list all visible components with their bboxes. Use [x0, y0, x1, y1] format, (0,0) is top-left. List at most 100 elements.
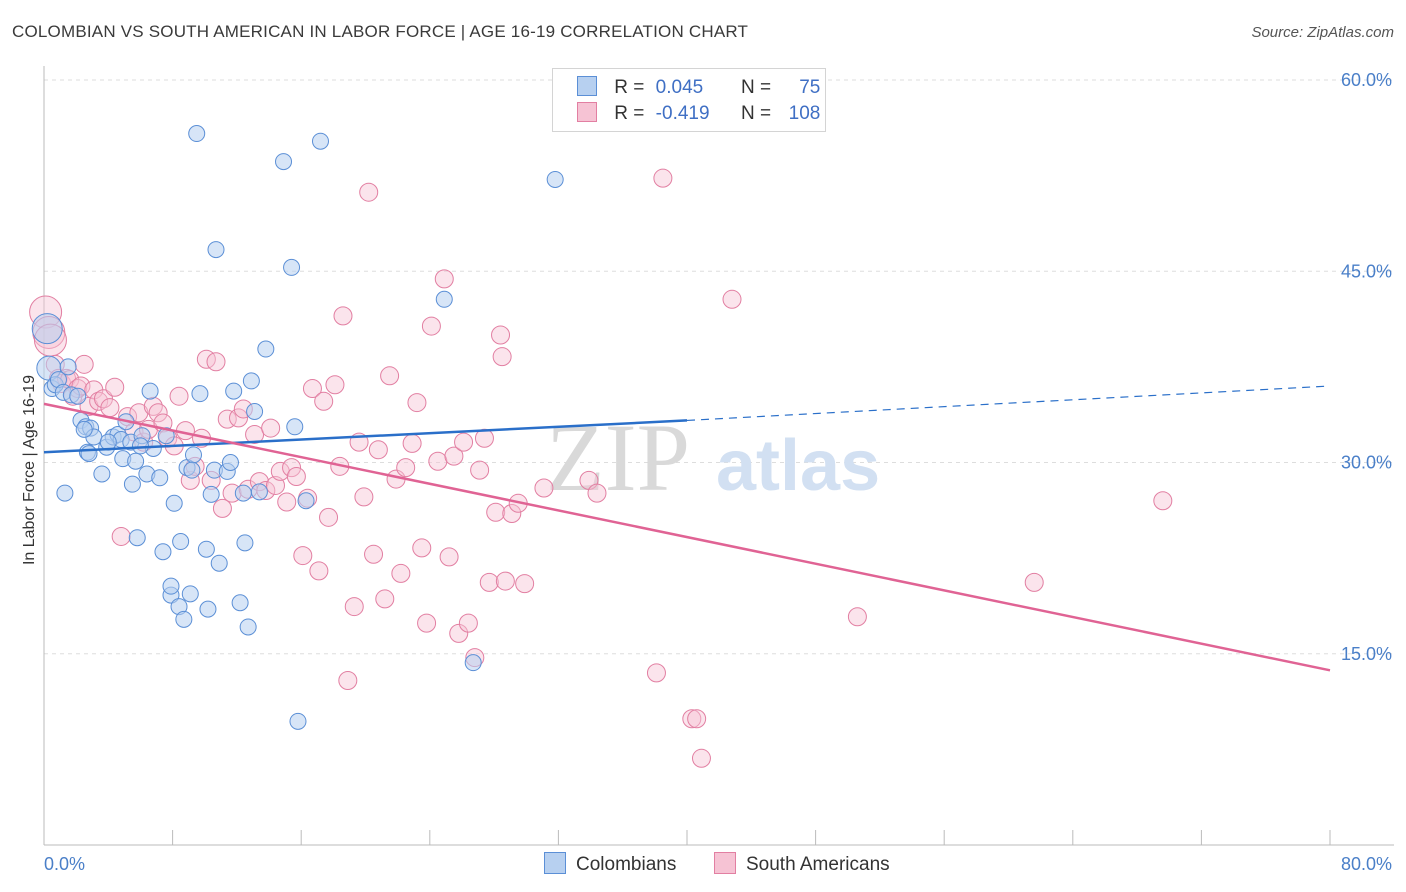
colombians-point	[131, 437, 149, 455]
legend-row-colombians: R = 0.045 N = 75	[577, 76, 820, 100]
y-tick-label: 60.0%	[1341, 70, 1392, 90]
watermark-atlas: atlas	[716, 426, 880, 506]
colombians-point	[165, 494, 183, 512]
n-label: N =	[740, 103, 772, 124]
colombians-point	[546, 170, 564, 188]
colombians-point	[123, 475, 141, 493]
colombians-point	[127, 452, 145, 470]
south-americans-point	[148, 403, 168, 423]
south-americans-point	[74, 354, 94, 374]
south-americans-trend-line	[43, 402, 1331, 672]
south-americans-point	[169, 386, 189, 406]
trend-lines	[43, 385, 1331, 672]
south-americans-point	[492, 347, 512, 367]
colombians-point	[207, 241, 225, 259]
colombians-point	[175, 610, 193, 628]
south-americans-point	[439, 547, 459, 567]
colombians-point	[275, 153, 293, 171]
south-americans-point	[486, 502, 506, 522]
south-americans-point	[375, 589, 395, 609]
colombians-swatch	[544, 852, 566, 874]
south-americans-point	[687, 709, 707, 729]
r-value: 0.045	[655, 77, 704, 98]
legend-colombians[interactable]: Colombians	[544, 852, 676, 876]
watermark-zip: ZIP	[546, 404, 690, 511]
legend-south-americans[interactable]: South Americans	[714, 852, 890, 876]
colombians-point	[141, 382, 159, 400]
chart-title: COLOMBIAN VS SOUTH AMERICAN IN LABOR FOR…	[12, 22, 749, 41]
colombians-point	[188, 125, 206, 143]
colombians-point	[93, 465, 111, 483]
r-label: R =	[614, 103, 645, 124]
south-americans-point	[454, 432, 474, 452]
south-americans-point	[470, 460, 490, 480]
south-americans-point	[412, 538, 432, 558]
south-americans-point	[89, 391, 109, 411]
stats-legend: R = 0.045 N = 75 R = -0.419 N = 108	[552, 68, 826, 132]
colombians-point	[202, 485, 220, 503]
colombians-point	[225, 382, 243, 400]
south-americans-point	[417, 613, 437, 633]
colombians-point	[250, 483, 268, 501]
y-tick-label: 15.0%	[1341, 644, 1392, 664]
colombians-point	[75, 420, 93, 438]
legend-label: South Americans	[746, 854, 890, 875]
south-americans-point	[495, 571, 515, 591]
south-americans-point	[682, 709, 702, 729]
south-americans-point	[1153, 491, 1173, 511]
colombians-point	[234, 484, 252, 502]
colombians-points	[31, 125, 564, 730]
colombians-point	[157, 427, 175, 445]
south-americans-point	[479, 572, 499, 592]
colombians-point	[231, 594, 249, 612]
south-americans-point	[206, 352, 226, 372]
south-americans-point	[534, 478, 554, 498]
south-americans-point	[265, 475, 285, 495]
south-americans-point	[515, 574, 535, 594]
south-americans-point	[333, 306, 353, 326]
south-americans-point	[100, 398, 120, 418]
south-americans-point	[402, 433, 422, 453]
south-americans-point	[421, 316, 441, 336]
colombians-point	[128, 529, 146, 547]
south-americans-swatch	[714, 852, 736, 874]
colombians-point	[151, 469, 169, 487]
south-americans-point	[1024, 572, 1044, 592]
colombians-point	[239, 618, 257, 636]
south-americans-point	[338, 671, 358, 691]
south-americans-point	[325, 375, 345, 395]
colombians-point	[246, 403, 264, 420]
south-americans-point	[847, 607, 867, 627]
colombians-point	[184, 446, 202, 464]
colombians-point	[199, 600, 217, 618]
colombians-trend-extension	[686, 385, 1331, 422]
south-americans-point	[282, 458, 302, 478]
south-americans-swatch	[577, 102, 597, 122]
colombians-point	[172, 533, 190, 551]
colombians-swatch	[577, 76, 597, 96]
n-value: 75	[799, 77, 821, 98]
south-americans-point	[428, 451, 448, 471]
colombians-point	[69, 387, 87, 405]
x-tick-label: 80.0%	[1341, 854, 1392, 874]
south-americans-point	[368, 440, 388, 460]
y-axis-label: In Labor Force | Age 16-19	[21, 375, 38, 565]
colombians-point	[221, 454, 239, 471]
tick-labels: 15.0% 30.0% 45.0% 60.0% 0.0% 80.0%	[44, 70, 1392, 874]
grid-lines	[44, 79, 1394, 655]
south-americans-point	[502, 504, 522, 523]
y-tick-label: 45.0%	[1341, 261, 1392, 281]
colombians-point	[464, 654, 482, 672]
colombians-point	[210, 554, 228, 572]
south-americans-point	[293, 546, 313, 566]
colombians-point	[236, 534, 254, 552]
south-americans-point	[314, 391, 334, 411]
colombians-point	[242, 372, 260, 390]
south-americans-point	[105, 377, 125, 397]
south-americans-point	[344, 597, 364, 617]
south-americans-point	[302, 379, 322, 399]
colombians-point	[297, 492, 315, 510]
south-americans-point	[277, 492, 297, 512]
south-americans-point	[111, 526, 131, 546]
axes	[43, 66, 1394, 846]
